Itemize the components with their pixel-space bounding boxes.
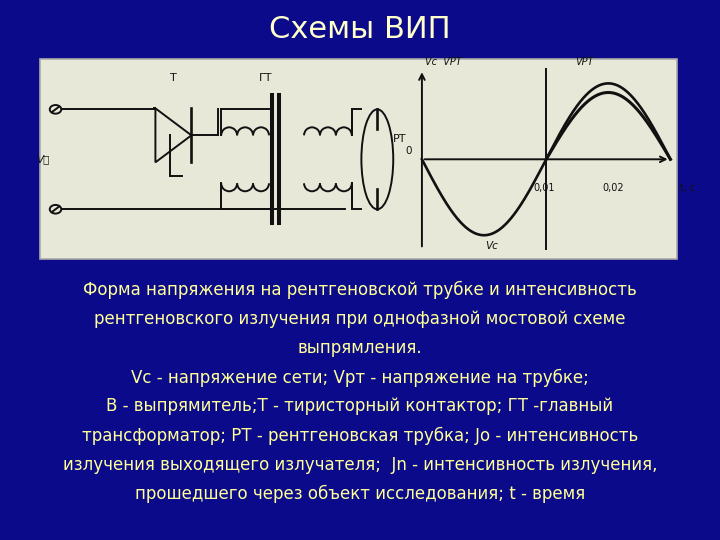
Text: трансформатор; РТ - рентгеновская трубка; Jo - интенсивность: трансформатор; РТ - рентгеновская трубка… — [82, 427, 638, 445]
Text: t, с: t, с — [680, 183, 696, 193]
Text: 0,01: 0,01 — [534, 183, 555, 193]
Text: Т: Т — [170, 73, 177, 83]
Circle shape — [50, 105, 61, 114]
Circle shape — [50, 205, 61, 213]
Text: прошедшего через объект исследования; t - время: прошедшего через объект исследования; t … — [135, 485, 585, 503]
Text: Схемы ВИП: Схемы ВИП — [269, 15, 451, 44]
Text: рентгеновского излучения при однофазной мостовой схеме: рентгеновского излучения при однофазной … — [94, 310, 626, 328]
Text: Vc: Vc — [485, 241, 498, 251]
Text: Форма напряжения на рентгеновской трубке и интенсивность: Форма напряжения на рентгеновской трубке… — [83, 281, 637, 299]
Text: излучения выходящего излучателя;  Jn - интенсивность излучения,: излучения выходящего излучателя; Jn - ин… — [63, 456, 657, 474]
Text: выпрямления.: выпрямления. — [297, 339, 423, 357]
Text: ГТ: ГТ — [259, 73, 273, 83]
Text: Vc  VРТ: Vc VРТ — [425, 57, 462, 68]
Text: 0: 0 — [406, 146, 413, 156]
Text: Vc - напряжение сети; Vpт - напряжение на трубке;: Vc - напряжение сети; Vpт - напряжение н… — [131, 368, 589, 387]
Text: VРТ: VРТ — [575, 57, 594, 68]
Text: 0,02: 0,02 — [602, 183, 624, 193]
Text: В - выпрямитель;Т - тиристорный контактор; ГТ -главный: В - выпрямитель;Т - тиристорный контакто… — [107, 397, 613, 415]
Text: РТ: РТ — [393, 134, 407, 144]
Text: Vⲟ: Vⲟ — [36, 154, 49, 164]
FancyBboxPatch shape — [40, 59, 677, 259]
